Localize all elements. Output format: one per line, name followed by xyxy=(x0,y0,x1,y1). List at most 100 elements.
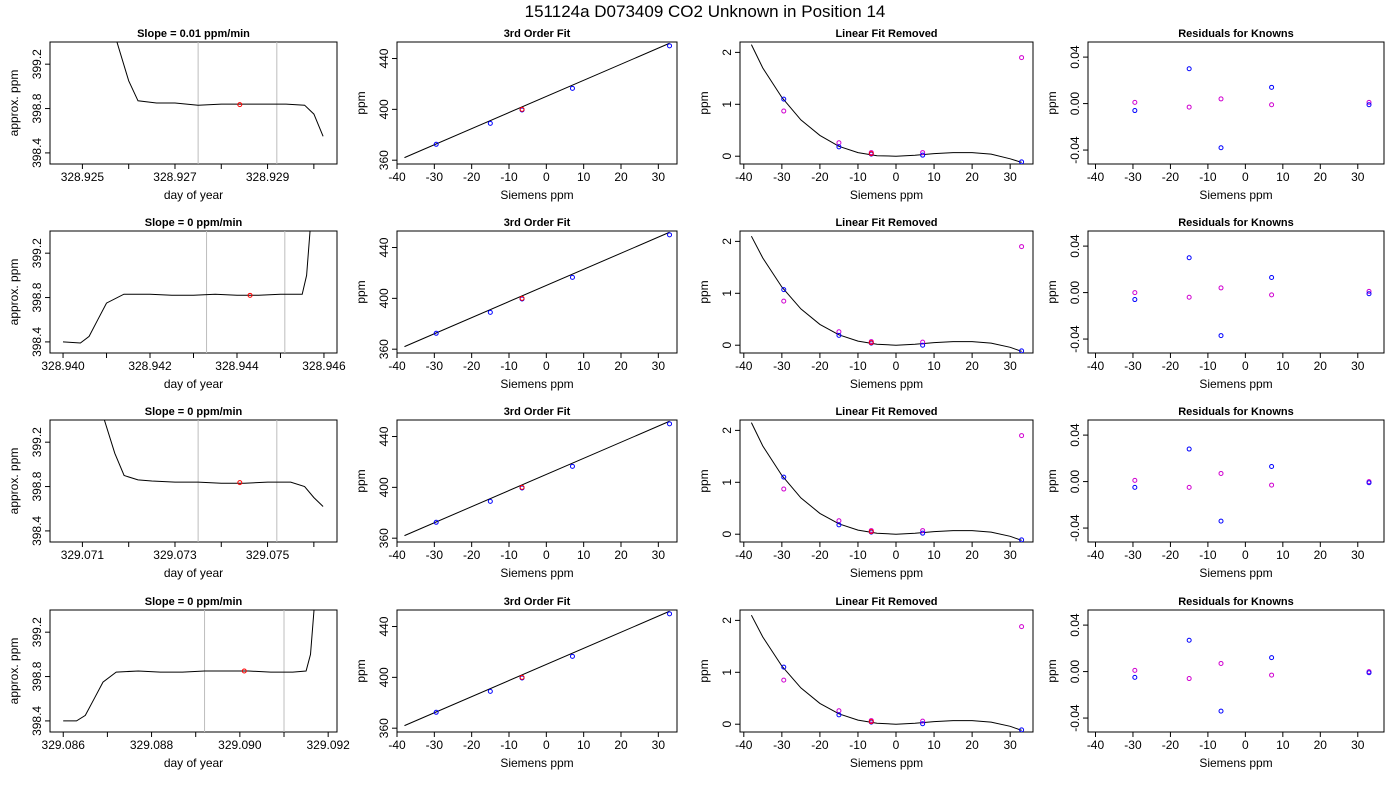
known-standard-point xyxy=(1218,708,1224,714)
x-tick-label: 0 xyxy=(893,738,900,752)
x-tick-label: -10 xyxy=(1199,170,1217,184)
x-tick-label: 20 xyxy=(1314,359,1328,373)
known-standard-point xyxy=(1019,159,1025,164)
x-tick-label: -10 xyxy=(849,548,867,562)
alt-point xyxy=(1269,102,1275,108)
known-standard-point xyxy=(1269,84,1275,90)
y-tick-label: 398.8 xyxy=(30,282,44,312)
x-tick-label: -30 xyxy=(773,548,791,562)
alt-point xyxy=(781,677,787,683)
known-standard-point xyxy=(433,519,439,525)
plot-area xyxy=(62,231,311,344)
y-axis-label: approx. ppm xyxy=(7,259,21,326)
plot-area xyxy=(116,42,324,137)
y-tick-label: 0 xyxy=(720,721,734,728)
known-standard-point xyxy=(1186,446,1192,452)
known-standard-point xyxy=(836,522,842,528)
panel-title: Slope = 0 ppm/min xyxy=(145,406,243,418)
x-axis-label: Siemens ppm xyxy=(500,377,573,391)
panel-r3-c3: Residuals for Knowns -40 -30 -20 -10 0 10 20 30 -… xyxy=(1045,596,1385,770)
known-standard-point xyxy=(920,530,926,536)
alt-point xyxy=(1218,96,1224,102)
plot-area xyxy=(1132,255,1372,339)
x-tick-label: 20 xyxy=(965,548,979,562)
y-axis-label: ppm xyxy=(354,659,368,682)
known-standard-point xyxy=(487,688,493,694)
y-tick-label: 0.04 xyxy=(1068,45,1082,69)
panel-grid: Slope = 0.01 ppm/min 328.925 328.927 328.92… xyxy=(7,28,1385,770)
known-standard-point xyxy=(1132,674,1138,680)
y-tick-label: 0.00 xyxy=(1068,92,1082,116)
x-tick-label: 30 xyxy=(1003,738,1017,752)
x-tick-label: 10 xyxy=(577,548,591,562)
plot-area xyxy=(750,44,1025,164)
x-tick-label: -40 xyxy=(1087,170,1105,184)
y-tick-label: 2 xyxy=(720,238,734,245)
unknown-point xyxy=(868,340,874,346)
x-tick-label: -30 xyxy=(773,170,791,184)
concentration-trace xyxy=(103,420,324,507)
x-tick-label: -30 xyxy=(773,738,791,752)
panel-title: Residuals for Knowns xyxy=(1178,406,1294,418)
x-tick-label: -10 xyxy=(849,359,867,373)
plot-area xyxy=(404,42,673,159)
panel-r0-c0: Slope = 0.01 ppm/min 328.925 328.927 328.92… xyxy=(7,28,338,202)
panel-title: Linear Fit Removed xyxy=(835,28,937,40)
unknown-point xyxy=(519,295,525,301)
x-tick-label: 0 xyxy=(893,359,900,373)
x-tick-label: -30 xyxy=(773,359,791,373)
x-tick-label: 0 xyxy=(893,170,900,184)
unknown-mean-point xyxy=(247,292,253,298)
x-tick-label: 328.940 xyxy=(41,359,85,373)
panel-r1-c2: Linear Fit Removed -40 -30 -20 -10 0 10 20 30 0 1 2… xyxy=(697,217,1034,391)
x-tick-label: -40 xyxy=(388,359,406,373)
known-standard-point xyxy=(1132,108,1138,114)
x-tick-label: -40 xyxy=(388,738,406,752)
plot-frame xyxy=(1087,609,1385,733)
x-tick-label: -40 xyxy=(1087,738,1105,752)
x-axis-label: Siemens ppm xyxy=(1199,566,1272,580)
y-tick-label: 400 xyxy=(377,99,391,119)
known-standard-point xyxy=(920,721,926,727)
known-standard-point xyxy=(569,463,575,469)
y-tick-label: 360 xyxy=(377,339,391,359)
x-tick-label: 329.092 xyxy=(306,738,350,752)
plot-area xyxy=(103,420,324,507)
x-tick-label: -20 xyxy=(1162,170,1180,184)
panel-title: Linear Fit Removed xyxy=(835,596,937,608)
x-tick-label: -30 xyxy=(426,738,444,752)
y-tick-label: 440 xyxy=(377,426,391,446)
y-axis-label: approx. ppm xyxy=(7,70,21,137)
alt-point xyxy=(1186,294,1192,300)
known-standard-point xyxy=(1186,66,1192,72)
panel-r2-c2: Linear Fit Removed -40 -30 -20 -10 0 10 20 30 0 1 2… xyxy=(697,406,1034,580)
x-tick-label: 20 xyxy=(614,170,628,184)
x-tick-label: -30 xyxy=(426,548,444,562)
plot-frame xyxy=(1087,41,1385,165)
plot-area xyxy=(750,422,1025,542)
x-axis-label: day of year xyxy=(164,756,223,770)
x-tick-label: -20 xyxy=(811,359,829,373)
x-tick-label: 10 xyxy=(577,738,591,752)
panel-r2-c1: 3rd Order Fit -40 -30 -20 -10 0 10 20 30 360 400 44… xyxy=(354,406,678,580)
x-tick-label: 30 xyxy=(1351,359,1365,373)
known-standard-point xyxy=(1186,637,1192,643)
plot-frame xyxy=(49,41,338,165)
x-tick-label: -40 xyxy=(388,548,406,562)
y-tick-label: 2 xyxy=(720,427,734,434)
x-tick-label: -30 xyxy=(1124,359,1142,373)
y-tick-label: -0.04 xyxy=(1068,136,1082,164)
x-tick-label: 10 xyxy=(577,170,591,184)
y-tick-label: 0.00 xyxy=(1068,660,1082,684)
plot-area xyxy=(1132,66,1372,151)
x-tick-label: -20 xyxy=(811,548,829,562)
y-axis-label: ppm xyxy=(1045,469,1059,492)
fit-line xyxy=(404,420,670,537)
x-tick-label: -10 xyxy=(500,738,518,752)
y-axis-label: ppm xyxy=(354,280,368,303)
y-tick-label: 2 xyxy=(720,49,734,56)
x-tick-label: 10 xyxy=(927,170,941,184)
x-tick-label: -40 xyxy=(388,170,406,184)
x-tick-label: -40 xyxy=(735,548,753,562)
y-tick-label: 398.8 xyxy=(30,471,44,501)
